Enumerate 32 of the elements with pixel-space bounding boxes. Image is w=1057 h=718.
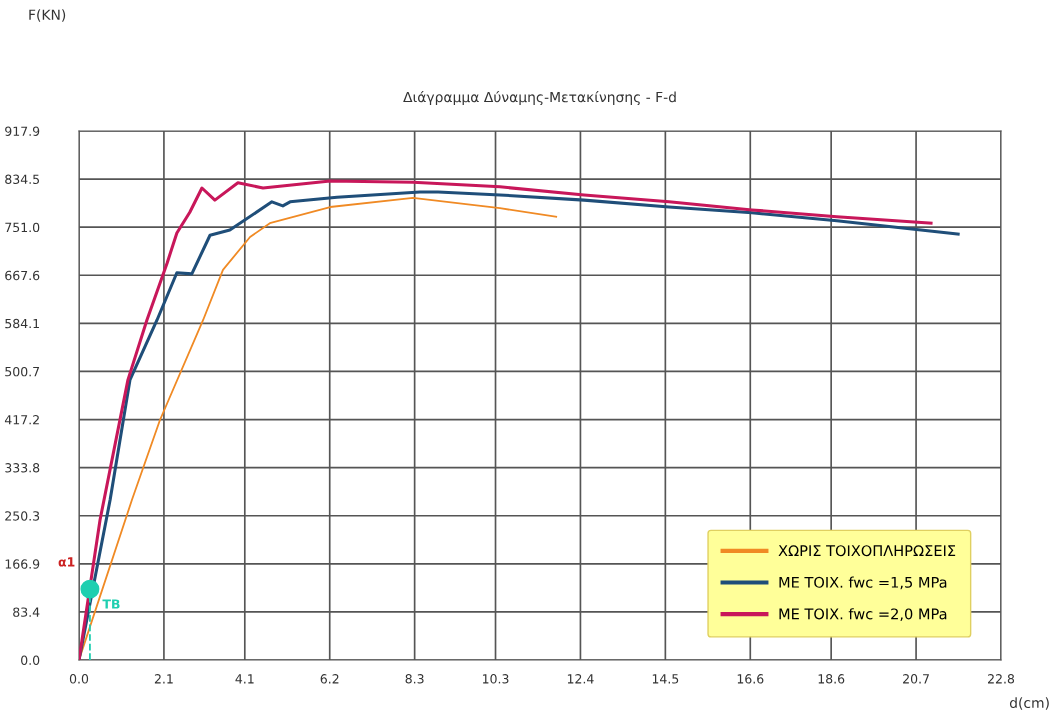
x-tick-label: 4.1 (235, 674, 254, 684)
y-tick-label: 500.7 (5, 366, 40, 377)
x-tick-label: 20.7 (903, 674, 929, 684)
y-tick-label: 417.2 (4, 415, 39, 425)
legend-label: ΜΕ ΤΟΙΧ. fwc =1,5 MPa (779, 576, 947, 590)
x-tick-label: 12.4 (567, 674, 594, 684)
legend-label: ΧΩΡΙΣ ΤΟΙΧΟΠΛΗΡΩΣΕΙΣ (778, 545, 956, 557)
y-tick-label: 333.8 (5, 463, 40, 473)
y-tick-label: 0.0 (21, 655, 40, 665)
x-tick-label: 18.6 (818, 674, 845, 684)
text: F(KN) (29, 9, 66, 22)
x-tick-label: 2.1 (154, 674, 173, 684)
x-tick-label: 10.3 (482, 674, 509, 684)
text: α1 (58, 557, 75, 567)
y-tick-label: 584.1 (5, 318, 39, 329)
y-tick-label: 250.3 (5, 511, 40, 521)
x-tick-label: 6.2 (320, 674, 339, 684)
x-tick-label: 0.0 (69, 674, 89, 684)
x-tick-label: 22.8 (988, 674, 1015, 684)
x-tick-label: 16.6 (737, 674, 764, 684)
annotation: TB (102, 599, 120, 609)
y-tick-label: 667.6 (5, 270, 40, 281)
chart-title: Διάγραμμα Δύναμης-Μετακίνησης - F-d (403, 90, 676, 106)
x-tick-label: 14.5 (652, 674, 679, 684)
y-tick-label: 751.0 (5, 222, 40, 233)
y-tick-label: 83.4 (13, 607, 40, 617)
legend-label: ΜΕ ΤΟΙΧ. fwc =2,0 MPa (779, 608, 947, 621)
x-axis-title: d(cm) (1009, 697, 1049, 710)
y-tick-label: 917.9 (5, 126, 40, 136)
x-tick-label: 8.3 (405, 674, 424, 684)
y-tick-label: 166.9 (5, 559, 40, 569)
y-tick-label: 834.5 (5, 174, 40, 184)
